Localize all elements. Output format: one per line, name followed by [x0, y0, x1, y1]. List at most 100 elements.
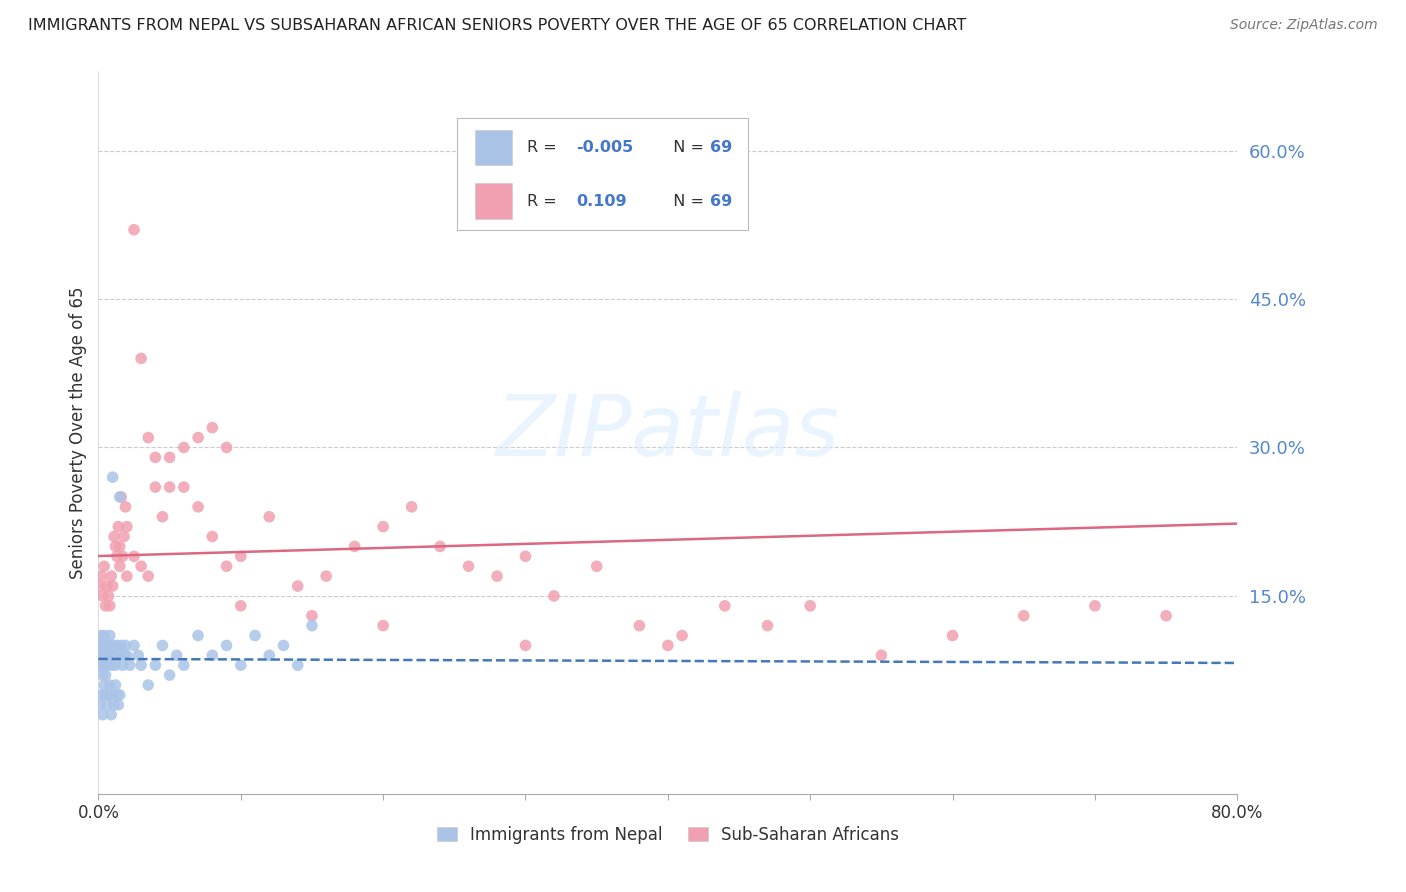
- Point: [108, 490, 131, 504]
- Point: [1084, 599, 1107, 613]
- Text: Source: ZipAtlas.com: Source: ZipAtlas.com: [1230, 18, 1378, 32]
- Point: [94, 639, 117, 653]
- Point: [114, 500, 136, 514]
- Point: [93, 678, 115, 692]
- Point: [315, 569, 337, 583]
- Point: [90, 628, 112, 642]
- Point: [111, 658, 134, 673]
- Point: [107, 648, 129, 663]
- Point: [136, 569, 159, 583]
- Point: [93, 628, 115, 642]
- Point: [287, 658, 309, 673]
- Point: [166, 648, 188, 663]
- Point: [201, 530, 224, 544]
- Point: [91, 639, 114, 653]
- Point: [91, 668, 114, 682]
- Point: [373, 618, 395, 632]
- Point: [942, 628, 965, 642]
- Point: [657, 639, 679, 653]
- Point: [215, 639, 238, 653]
- Point: [111, 549, 134, 564]
- Point: [110, 639, 132, 653]
- Point: [259, 648, 281, 663]
- Point: [96, 648, 118, 663]
- Point: [90, 569, 112, 583]
- Point: [107, 519, 129, 533]
- Y-axis label: Seniors Poverty Over the Age of 65: Seniors Poverty Over the Age of 65: [69, 286, 87, 579]
- Point: [301, 618, 323, 632]
- Point: [585, 559, 607, 574]
- Point: [127, 648, 149, 663]
- Point: [1012, 608, 1035, 623]
- Point: [90, 639, 112, 653]
- Point: [112, 648, 135, 663]
- Point: [173, 658, 195, 673]
- Point: [799, 599, 821, 613]
- Point: [301, 608, 323, 623]
- Point: [115, 569, 138, 583]
- Point: [97, 589, 120, 603]
- Point: [103, 530, 125, 544]
- Point: [145, 480, 167, 494]
- Point: [457, 559, 479, 574]
- Point: [243, 628, 266, 642]
- Point: [100, 648, 122, 663]
- Point: [187, 431, 209, 445]
- Point: [159, 668, 181, 682]
- Point: [110, 490, 132, 504]
- Point: [543, 589, 565, 603]
- Point: [104, 678, 127, 692]
- Point: [94, 668, 117, 682]
- Legend: Immigrants from Nepal, Sub-Saharan Africans: Immigrants from Nepal, Sub-Saharan Afric…: [430, 819, 905, 851]
- Point: [129, 559, 152, 574]
- Point: [103, 648, 125, 663]
- Point: [287, 579, 309, 593]
- Point: [215, 559, 238, 574]
- Point: [93, 648, 115, 663]
- Point: [89, 639, 111, 653]
- Point: [343, 540, 366, 554]
- Point: [173, 480, 195, 494]
- Point: [515, 639, 537, 653]
- Point: [486, 569, 509, 583]
- Point: [201, 420, 224, 434]
- Point: [136, 678, 159, 692]
- Point: [94, 599, 117, 613]
- Point: [89, 698, 111, 712]
- Point: [129, 658, 152, 673]
- Point: [108, 540, 131, 554]
- Point: [100, 569, 122, 583]
- Point: [152, 639, 174, 653]
- Point: [115, 648, 138, 663]
- Point: [97, 648, 120, 663]
- Point: [173, 441, 195, 455]
- Point: [229, 658, 252, 673]
- Point: [259, 509, 281, 524]
- Point: [103, 698, 125, 712]
- Point: [145, 450, 167, 465]
- Point: [115, 519, 138, 533]
- Point: [756, 618, 779, 632]
- Text: ZIPatlas: ZIPatlas: [496, 391, 839, 475]
- Point: [93, 658, 115, 673]
- Point: [714, 599, 737, 613]
- Point: [187, 500, 209, 514]
- Point: [122, 549, 145, 564]
- Point: [97, 639, 120, 653]
- Point: [1154, 608, 1177, 623]
- Point: [273, 639, 295, 653]
- Point: [90, 688, 112, 702]
- Point: [93, 559, 115, 574]
- Point: [159, 450, 181, 465]
- Point: [91, 707, 114, 722]
- Point: [104, 658, 127, 673]
- Point: [515, 549, 537, 564]
- Point: [429, 540, 451, 554]
- Point: [100, 658, 122, 673]
- Point: [159, 480, 181, 494]
- Point: [89, 648, 111, 663]
- Point: [89, 658, 111, 673]
- Point: [96, 658, 118, 673]
- Point: [187, 628, 209, 642]
- Point: [201, 648, 224, 663]
